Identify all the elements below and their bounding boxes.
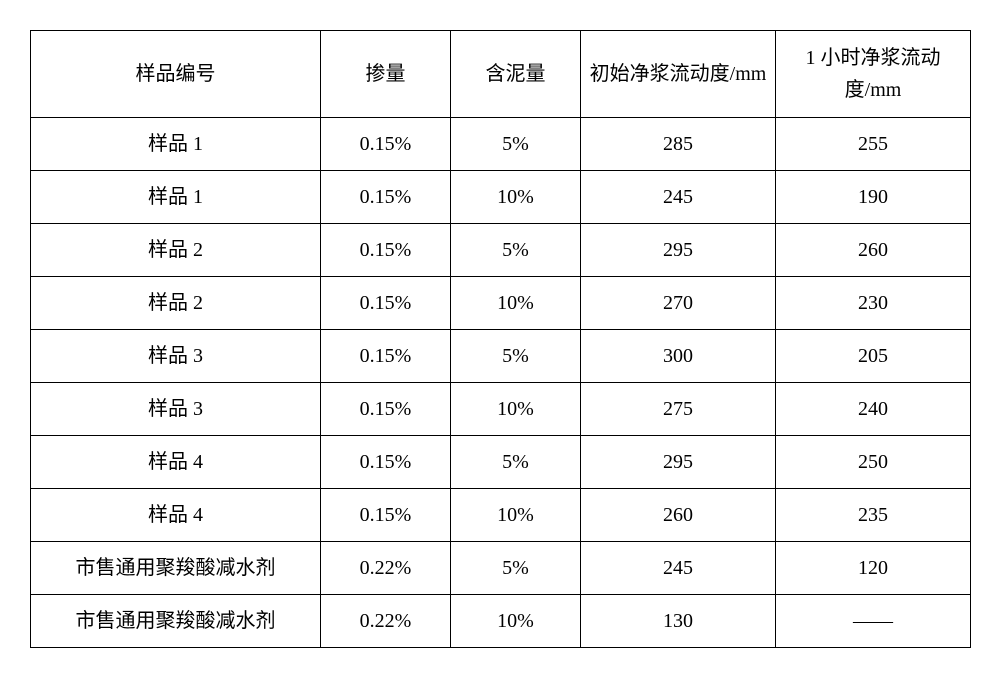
table-header-row: 样品编号 掺量 含泥量 初始净浆流动度/mm 1 小时净浆流动度/mm [31,31,971,118]
cell-sample: 样品 1 [31,171,321,224]
col-header-initial: 初始净浆流动度/mm [581,31,776,118]
cell-dosage: 0.15% [321,224,451,277]
cell-dosage: 0.15% [321,383,451,436]
table-row: 样品 3 0.15% 5% 300 205 [31,330,971,383]
cell-sample: 样品 2 [31,224,321,277]
cell-sample: 样品 1 [31,118,321,171]
cell-dosage: 0.15% [321,118,451,171]
cell-sample: 样品 4 [31,489,321,542]
cell-initial: 300 [581,330,776,383]
cell-dosage: 0.15% [321,436,451,489]
col-header-mud: 含泥量 [451,31,581,118]
cell-mud: 10% [451,277,581,330]
cell-sample: 样品 4 [31,436,321,489]
cell-sample: 样品 3 [31,383,321,436]
table-body: 样品 1 0.15% 5% 285 255 样品 1 0.15% 10% 245… [31,118,971,648]
table-row: 样品 1 0.15% 5% 285 255 [31,118,971,171]
cell-hour: 255 [776,118,971,171]
cell-dosage: 0.15% [321,489,451,542]
table-row: 市售通用聚羧酸减水剂 0.22% 5% 245 120 [31,542,971,595]
table-row: 样品 4 0.15% 10% 260 235 [31,489,971,542]
cell-initial: 285 [581,118,776,171]
table-row: 样品 2 0.15% 10% 270 230 [31,277,971,330]
cell-mud: 5% [451,224,581,277]
cell-hour: 190 [776,171,971,224]
data-table: 样品编号 掺量 含泥量 初始净浆流动度/mm 1 小时净浆流动度/mm 样品 1… [30,30,971,648]
cell-initial: 295 [581,224,776,277]
cell-sample: 样品 2 [31,277,321,330]
cell-dosage: 0.15% [321,277,451,330]
cell-hour: 205 [776,330,971,383]
cell-hour: 260 [776,224,971,277]
cell-mud: 5% [451,436,581,489]
cell-mud: 10% [451,383,581,436]
cell-hour: 250 [776,436,971,489]
cell-dosage: 0.22% [321,542,451,595]
cell-initial: 245 [581,171,776,224]
cell-mud: 10% [451,489,581,542]
cell-dosage: 0.15% [321,330,451,383]
table-row: 样品 1 0.15% 10% 245 190 [31,171,971,224]
cell-initial: 270 [581,277,776,330]
col-header-sample: 样品编号 [31,31,321,118]
cell-initial: 260 [581,489,776,542]
col-header-dosage: 掺量 [321,31,451,118]
col-header-hour: 1 小时净浆流动度/mm [776,31,971,118]
cell-mud: 5% [451,118,581,171]
cell-sample: 样品 3 [31,330,321,383]
table-row: 样品 3 0.15% 10% 275 240 [31,383,971,436]
cell-hour: 235 [776,489,971,542]
cell-hour: 120 [776,542,971,595]
cell-hour: 240 [776,383,971,436]
table-row: 样品 2 0.15% 5% 295 260 [31,224,971,277]
cell-mud: 5% [451,542,581,595]
table-row: 样品 4 0.15% 5% 295 250 [31,436,971,489]
cell-initial: 295 [581,436,776,489]
cell-mud: 10% [451,171,581,224]
cell-initial: 245 [581,542,776,595]
cell-initial: 275 [581,383,776,436]
cell-sample: 市售通用聚羧酸减水剂 [31,542,321,595]
cell-dosage: 0.15% [321,171,451,224]
cell-hour: 230 [776,277,971,330]
cell-mud: 5% [451,330,581,383]
